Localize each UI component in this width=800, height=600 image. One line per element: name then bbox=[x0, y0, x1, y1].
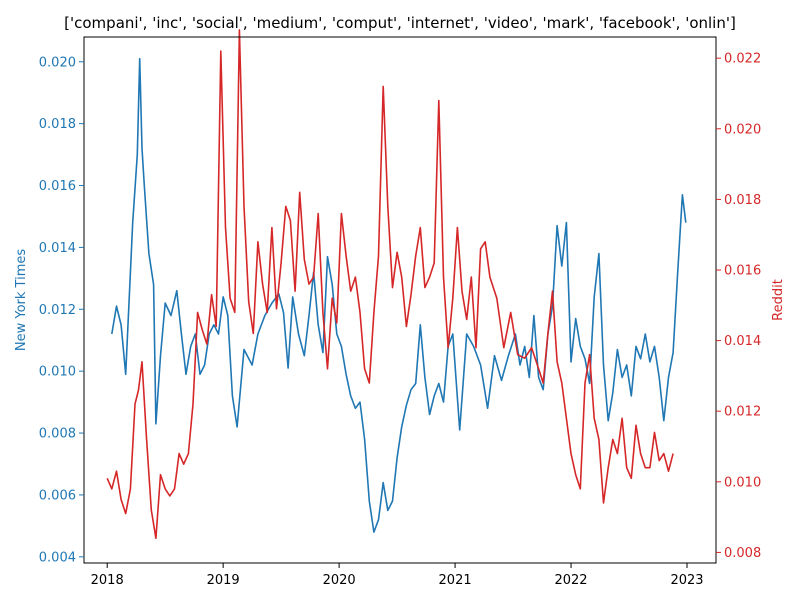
y-left-tick-label: 0.020 bbox=[39, 55, 76, 70]
y-right-tick-label: 0.022 bbox=[724, 52, 761, 67]
x-tick-label: 2020 bbox=[323, 573, 356, 588]
plot-area bbox=[83, 29, 717, 564]
y-right-tick-label: 0.010 bbox=[724, 475, 761, 490]
y-axis-right-label: Reddit bbox=[771, 279, 786, 321]
y-left-tick-label: 0.010 bbox=[39, 365, 76, 380]
y-left-tick-label: 0.008 bbox=[39, 427, 76, 442]
x-axis: 2018 2019 2020 2021 2022 2023 bbox=[91, 563, 704, 588]
x-tick-label: 2018 bbox=[91, 573, 124, 588]
y-left-tick-label: 0.006 bbox=[39, 488, 76, 503]
x-tick-label: 2021 bbox=[439, 573, 472, 588]
y-left-tick-label: 0.012 bbox=[39, 303, 76, 318]
y-right-tick-label: 0.008 bbox=[724, 546, 761, 561]
plot-frame bbox=[83, 36, 717, 564]
y-left-tick-label: 0.014 bbox=[39, 241, 76, 256]
series-line-nyt bbox=[111, 57, 687, 533]
y-axis-right: 0.008 0.010 0.012 0.014 0.016 0.018 0.020 0.022 bbox=[716, 52, 761, 561]
y-right-tick-label: 0.012 bbox=[724, 405, 761, 420]
y-axis-left: 0.004 0.006 0.008 0.010 0.012 0.014 0.016 0.018… bbox=[39, 55, 84, 565]
y-left-tick-label: 0.016 bbox=[39, 179, 76, 194]
y-right-tick-label: 0.018 bbox=[724, 193, 761, 208]
x-tick-label: 2022 bbox=[554, 573, 587, 588]
y-right-tick-label: 0.016 bbox=[724, 263, 761, 278]
x-tick-label: 2019 bbox=[207, 573, 240, 588]
chart-title: ['compani', 'inc', 'social', 'medium', '… bbox=[64, 14, 736, 32]
y-left-tick-label: 0.018 bbox=[39, 117, 76, 132]
y-left-tick-label: 0.004 bbox=[39, 550, 76, 565]
x-tick-label: 2023 bbox=[670, 573, 703, 588]
y-axis-left-label: New York Times bbox=[14, 249, 29, 351]
y-right-tick-label: 0.014 bbox=[724, 334, 761, 349]
series-line-reddit bbox=[106, 29, 674, 540]
y-right-tick-label: 0.020 bbox=[724, 122, 761, 137]
